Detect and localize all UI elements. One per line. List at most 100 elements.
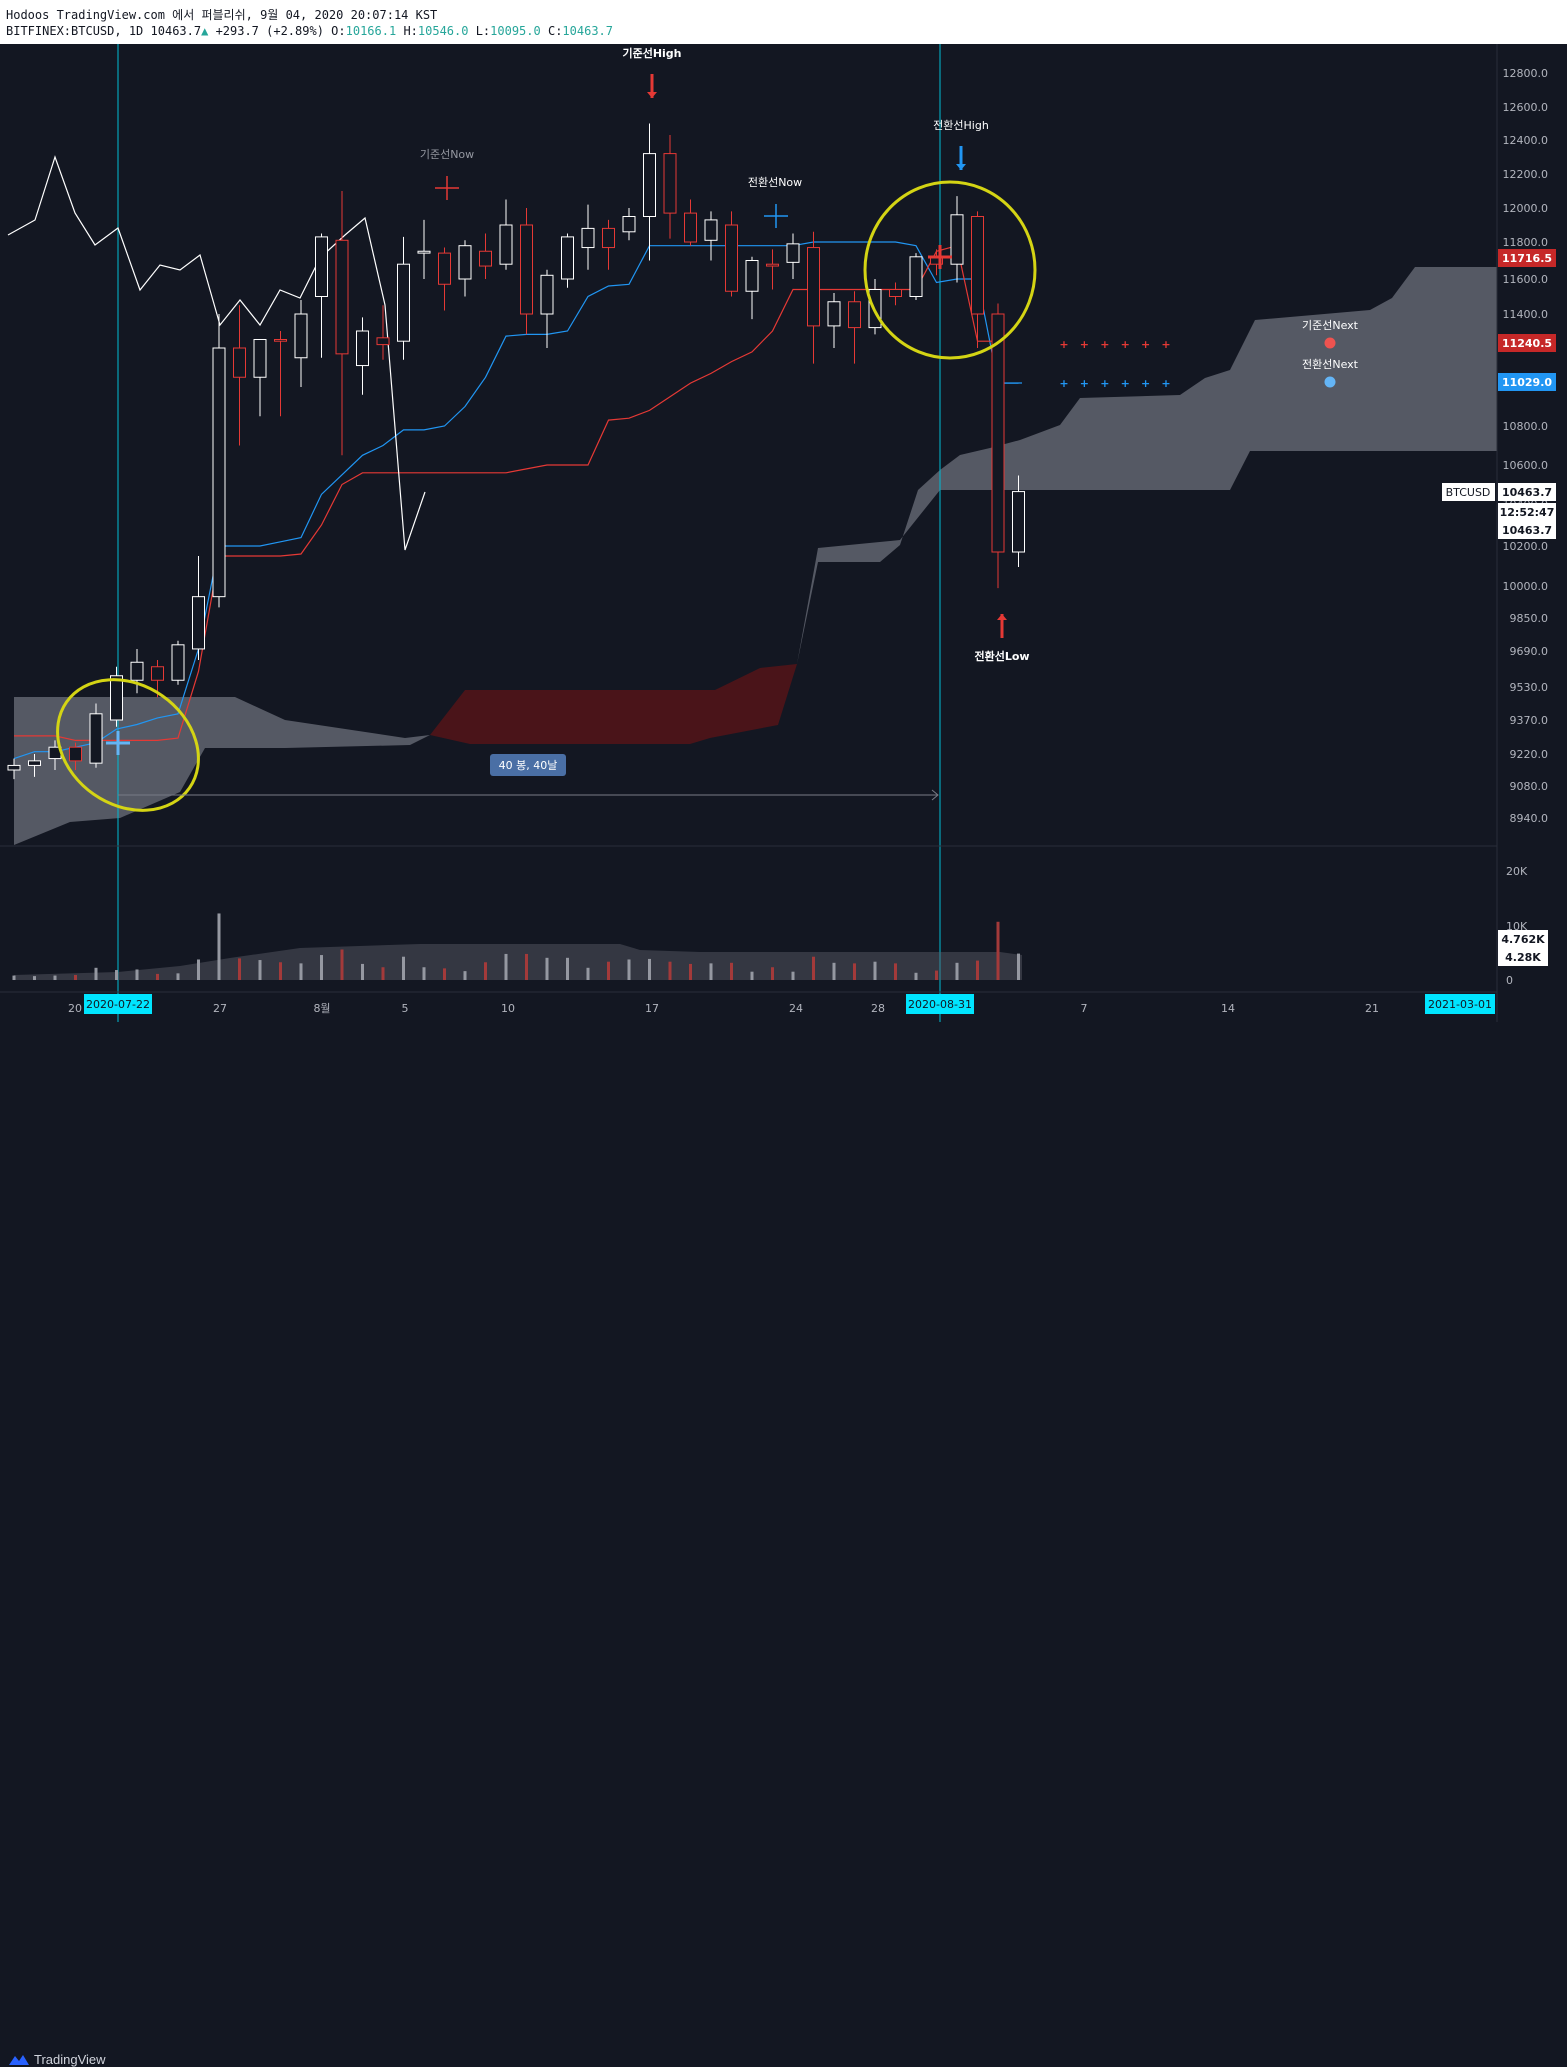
candle[interactable]: [151, 660, 164, 698]
date-badge-start-bg: [84, 994, 152, 1014]
candle[interactable]: [561, 233, 574, 288]
kijun-next-dot: [1324, 337, 1336, 349]
candle[interactable]: [766, 249, 779, 290]
volume-bar: [381, 967, 385, 980]
price-change: +293.7 (+2.89%): [215, 24, 324, 38]
candle[interactable]: [950, 196, 964, 283]
volume-bar: [402, 956, 405, 980]
volume-bar: [504, 953, 508, 980]
candle[interactable]: [643, 123, 656, 261]
candle[interactable]: [356, 317, 369, 395]
volume-bar: [668, 961, 672, 980]
cross-marker-kijun: [435, 176, 459, 200]
date-badge-end: 2021-03-01: [1428, 998, 1492, 1011]
candle[interactable]: [315, 233, 328, 358]
price-axis-tick: 11400.0: [1503, 308, 1549, 321]
candle[interactable]: [889, 282, 902, 306]
candle[interactable]: [89, 703, 103, 768]
candle[interactable]: [458, 240, 472, 297]
symbol-name[interactable]: BITFINEX:BTCUSD, 1D: [6, 24, 144, 38]
cloud-future: [797, 267, 1497, 664]
candle[interactable]: [69, 742, 82, 770]
plus-marker-tenkan: +: [1161, 377, 1170, 390]
candle-body: [397, 263, 410, 342]
candle-body: [151, 666, 164, 681]
arrow-down-icon: [956, 146, 966, 170]
candle-body: [458, 245, 472, 280]
candle[interactable]: [540, 269, 554, 348]
candle[interactable]: [745, 256, 759, 320]
candle[interactable]: [848, 291, 861, 364]
candle[interactable]: [397, 236, 410, 360]
candle[interactable]: [192, 556, 205, 660]
candle[interactable]: [274, 331, 287, 417]
candle[interactable]: [253, 339, 267, 417]
candle[interactable]: [335, 191, 349, 456]
time-axis-tick: 21: [1365, 1002, 1379, 1015]
candle[interactable]: [807, 231, 820, 364]
volume-bar: [545, 957, 549, 980]
candle[interactable]: [827, 293, 841, 348]
candle[interactable]: [520, 208, 533, 335]
candle[interactable]: [171, 640, 185, 685]
tradingview-logo[interactable]: TradingView: [8, 2052, 106, 2067]
volume-bar: [873, 961, 877, 980]
candle[interactable]: [233, 305, 246, 446]
candle[interactable]: [376, 305, 390, 360]
candle-body: [335, 239, 349, 355]
volume-badge-1-bg: [1498, 930, 1548, 948]
candle[interactable]: [622, 208, 636, 241]
candle[interactable]: [602, 219, 615, 270]
price-chart[interactable]: 기준선High 기준선Now 전환선Now 전환선High 전환선Low 기준선Next 전…: [0, 0, 1567, 1058]
volume-bar: [299, 963, 303, 980]
time-axis-tick: 24: [789, 1002, 803, 1015]
time-axis-tick: 20: [68, 1002, 82, 1015]
candle[interactable]: [704, 211, 718, 261]
plus-marker-kijun: +: [1080, 338, 1089, 351]
plus-marker-tenkan: +: [1080, 377, 1089, 390]
candle[interactable]: [581, 204, 595, 270]
plus-marker-tenkan: +: [1141, 377, 1150, 390]
candle-body: [110, 675, 123, 721]
time-axis-tick: 28: [871, 1002, 885, 1015]
volume-bar: [484, 962, 487, 980]
candle[interactable]: [294, 300, 308, 387]
candle-body: [581, 227, 595, 249]
price-axis-tick: 9220.0: [1510, 748, 1549, 761]
label-tenkan-high: 전환선High: [933, 119, 989, 132]
candle[interactable]: [438, 247, 451, 311]
price-badge-current-bg: [1498, 483, 1556, 501]
brand-label: TradingView: [34, 2052, 106, 2067]
volume-bar: [33, 976, 36, 980]
candle-body: [643, 153, 656, 218]
price-axis-tick: 12600.0: [1503, 101, 1549, 114]
candle[interactable]: [130, 648, 144, 694]
volume-bar: [361, 963, 364, 980]
candle[interactable]: [725, 211, 738, 297]
candle[interactable]: [28, 754, 41, 777]
candle[interactable]: [868, 279, 882, 335]
cloud-bearish: [430, 664, 797, 744]
candle[interactable]: [971, 211, 984, 348]
candle[interactable]: [499, 199, 513, 270]
candle[interactable]: [212, 314, 226, 608]
plus-marker-tenkan: +: [1100, 377, 1109, 390]
volume-bar: [320, 955, 323, 980]
candle[interactable]: [417, 219, 431, 279]
candle[interactable]: [7, 758, 21, 780]
volume-bar: [791, 971, 795, 980]
candle[interactable]: [663, 135, 677, 239]
candle[interactable]: [991, 303, 1005, 589]
candle[interactable]: [786, 233, 800, 280]
candle-body: [807, 247, 820, 327]
candle[interactable]: [110, 666, 123, 727]
candle[interactable]: [909, 253, 923, 300]
candle-body: [479, 250, 492, 267]
candle[interactable]: [479, 233, 492, 280]
candle[interactable]: [684, 199, 697, 246]
candle-body: [89, 713, 103, 764]
candle-body: [889, 289, 902, 297]
price-axis-tick: 11800.0: [1503, 236, 1549, 249]
candle[interactable]: [1012, 475, 1025, 567]
tradingview-icon: [9, 2054, 29, 2065]
